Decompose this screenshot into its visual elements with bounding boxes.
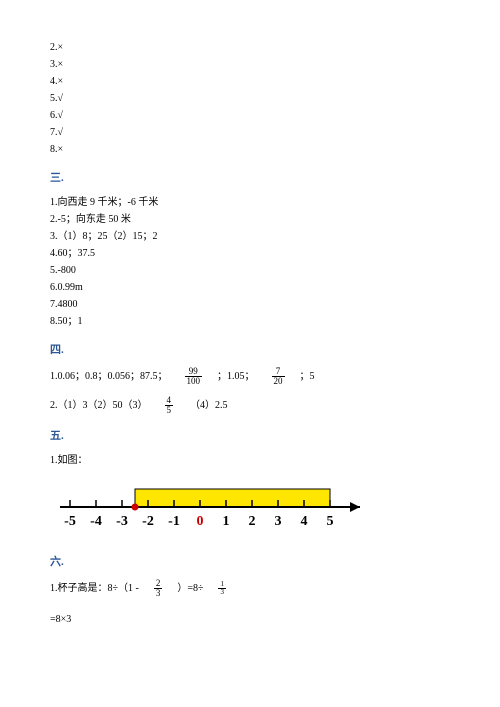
s4-l1-p2: ；1.05；: [217, 369, 255, 384]
s6-l1-p2: ）=8÷: [177, 581, 203, 596]
s2-item: 7.√: [50, 125, 450, 140]
svg-text:4: 4: [301, 514, 308, 529]
section-two-list: 2.× 3.× 4.× 5.√ 6.√ 7.√ 8.×: [50, 40, 450, 157]
s2-item: 2.×: [50, 40, 450, 55]
svg-text:-1: -1: [168, 514, 180, 529]
s3-item: 1.向西走 9 千米；-6 千米: [50, 195, 450, 210]
svg-text:3: 3: [275, 514, 282, 529]
s3-item: 3.（1）8；25（2）15；2: [50, 229, 450, 244]
s3-item: 4.60；37.5: [50, 246, 450, 261]
fraction-1-3: 1 3: [218, 581, 226, 596]
s3-item: 7.4800: [50, 297, 450, 312]
s4-line2: 2.（1）3（2）50（3） 4 5 （4）2.5: [50, 396, 450, 415]
fraction-99-100: 99 100: [185, 367, 203, 386]
s4-l2-p1: 2.（1）3（2）50（3）: [50, 398, 148, 413]
s6-line1: 1.杯子高是：8÷（1 - 2 3 ）=8÷ 1 3: [50, 579, 450, 598]
fraction-2-3: 2 3: [154, 579, 163, 598]
svg-text:-2: -2: [142, 514, 154, 529]
section-three-header: 三.: [50, 169, 450, 185]
section-four-header: 四.: [50, 341, 450, 357]
s3-item: 5.-800: [50, 263, 450, 278]
s2-item: 5.√: [50, 91, 450, 106]
s4-line1: 1.0.06；0.8；0.056；87.5； 99 100 ；1.05； 7 2…: [50, 367, 450, 386]
svg-text:-4: -4: [90, 514, 102, 529]
fraction-4-5: 4 5: [165, 396, 174, 415]
fraction-7-20: 7 20: [272, 367, 285, 386]
section-five-header: 五.: [50, 427, 450, 443]
svg-text:-5: -5: [64, 514, 76, 529]
svg-text:2: 2: [249, 514, 256, 529]
s2-item: 8.×: [50, 142, 450, 157]
s3-item: 2.-5；向东走 50 米: [50, 212, 450, 227]
s4-l1-p3: ；5: [300, 369, 315, 384]
section-three-list: 1.向西走 9 千米；-6 千米 2.-5；向东走 50 米 3.（1）8；25…: [50, 195, 450, 329]
number-line-figure: -5 -4 -3 -2 -1 0 1 2 3 4 5: [50, 483, 450, 538]
svg-text:0: 0: [197, 514, 204, 529]
svg-text:5: 5: [327, 514, 334, 529]
s2-item: 3.×: [50, 57, 450, 72]
s2-item: 6.√: [50, 108, 450, 123]
s4-l1-p1: 1.0.06；0.8；0.056；87.5；: [50, 369, 168, 384]
s3-item: 6.0.99m: [50, 280, 450, 295]
s6-l1-p1: 1.杯子高是：8÷（1 -: [50, 581, 139, 596]
s6-line2: =8×3: [50, 612, 450, 627]
svg-text:1: 1: [223, 514, 230, 529]
s5-item1: 1.如图：: [50, 453, 450, 468]
section-six-header: 六.: [50, 553, 450, 569]
s4-l2-p2: （4）2.5: [190, 398, 228, 413]
svg-text:-3: -3: [116, 514, 128, 529]
s2-item: 4.×: [50, 74, 450, 89]
number-line-svg: -5 -4 -3 -2 -1 0 1 2 3 4 5: [50, 483, 390, 538]
s3-item: 8.50；1: [50, 314, 450, 329]
